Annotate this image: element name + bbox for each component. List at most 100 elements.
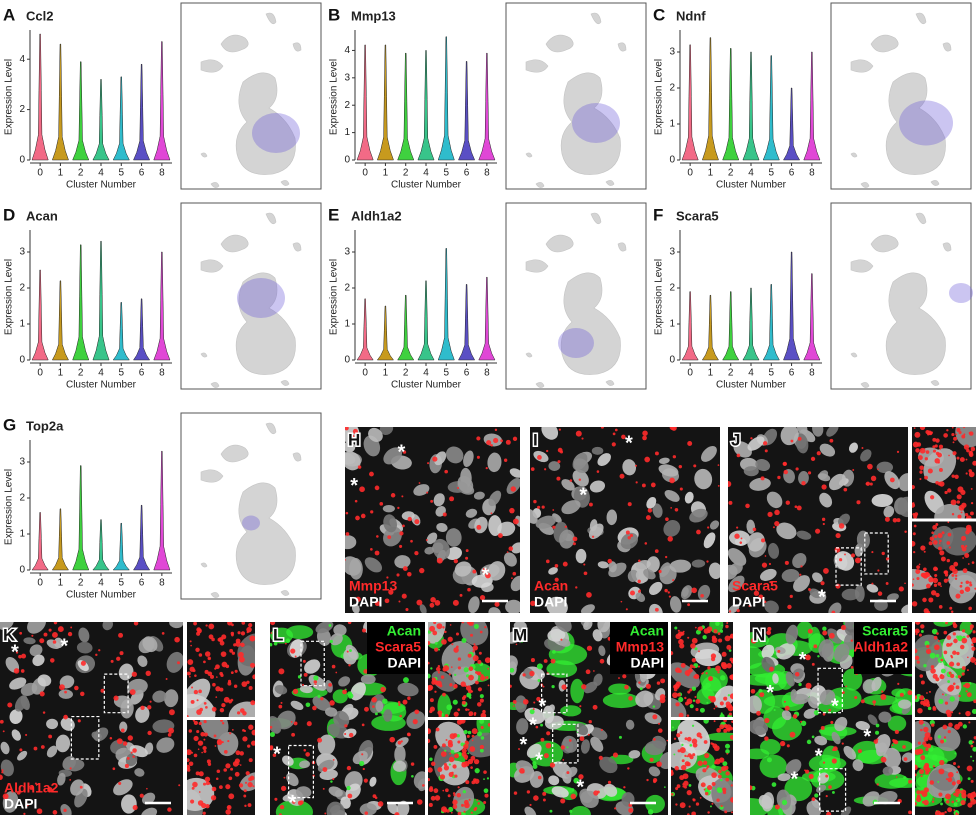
stain-speck — [947, 777, 953, 783]
channel-label: Mmp13 — [349, 578, 397, 594]
stain-speck — [736, 453, 741, 458]
stain-speck — [190, 799, 195, 804]
stain-speck — [569, 479, 573, 482]
stain-speck — [485, 676, 489, 680]
nucleus — [669, 559, 692, 573]
stain-speck — [789, 731, 796, 738]
channel-label: Aldh1a2 — [4, 780, 59, 796]
stain-speck — [925, 767, 931, 773]
stain-speck — [625, 608, 628, 611]
stain-speck — [865, 482, 868, 485]
stain-speck — [678, 639, 684, 645]
stain-speck — [571, 788, 575, 791]
stain-speck — [670, 506, 673, 509]
stain-speck — [475, 680, 479, 685]
stain-speck — [374, 600, 381, 607]
stain-speck — [194, 674, 197, 677]
y-tick-label: 3 — [19, 247, 25, 258]
stain-speck — [345, 427, 349, 431]
nucleus — [580, 739, 590, 754]
nucleus — [424, 546, 435, 555]
stain-speck — [820, 581, 825, 586]
stain-speck — [671, 769, 674, 773]
stain-speck — [433, 744, 438, 749]
image-area — [912, 521, 976, 613]
x-tick-label: 2 — [403, 168, 409, 179]
nucleus — [413, 771, 425, 789]
stain-speck — [728, 481, 732, 487]
stain-speck — [915, 655, 920, 661]
stain-speck — [758, 594, 764, 600]
stain-speck — [928, 690, 931, 693]
stain-speck — [441, 743, 446, 748]
nucleus — [834, 716, 848, 732]
nucleus — [677, 720, 711, 756]
stain-speck — [935, 653, 940, 658]
stain-speck — [774, 509, 780, 516]
stain-speck — [774, 521, 780, 527]
stain-speck — [931, 531, 934, 535]
stain-speck — [813, 710, 820, 716]
nucleus — [860, 449, 872, 462]
stain-speck — [963, 444, 970, 450]
nucleus — [91, 731, 102, 741]
stain-speck — [246, 631, 249, 634]
stain-speck — [190, 644, 192, 647]
stain-speck — [473, 758, 480, 765]
nucleus — [934, 503, 966, 519]
stain-speck — [950, 499, 957, 506]
stain-speck — [188, 675, 191, 678]
stain-speck — [477, 659, 482, 665]
channel-label: Acan — [387, 623, 421, 639]
stain-speck — [961, 672, 965, 676]
stain-speck — [956, 456, 960, 460]
stain-speck — [440, 751, 447, 757]
stain-speck — [463, 743, 469, 750]
stain-speck — [958, 694, 961, 698]
stain-speck — [270, 622, 276, 626]
nucleus — [646, 556, 660, 573]
stain-speck — [473, 624, 479, 630]
stain-speck — [213, 734, 217, 738]
stain-speck — [441, 806, 447, 813]
stain-speck — [418, 482, 421, 484]
stain-speck — [441, 638, 447, 645]
stain-speck — [924, 457, 928, 461]
stain-speck — [227, 740, 230, 743]
stain-speck — [903, 776, 907, 780]
stain-speck — [248, 758, 253, 763]
stain-speck — [230, 767, 234, 771]
violin — [356, 298, 374, 361]
nucleus — [27, 622, 46, 634]
x-axis-label: Cluster Number — [66, 590, 137, 601]
stain-speck — [946, 635, 952, 640]
stain-speck — [454, 673, 457, 677]
stain-speck — [935, 451, 940, 456]
stain-speck — [706, 701, 709, 704]
nucleus — [598, 645, 606, 657]
stain-speck — [331, 664, 336, 669]
y-tick-label: 2 — [19, 104, 25, 115]
stain-speck — [473, 807, 477, 812]
nucleus — [473, 491, 485, 500]
stain-speck — [442, 512, 447, 517]
stain-speck — [407, 732, 411, 737]
stain-speck — [225, 763, 231, 769]
nucleus — [436, 522, 448, 532]
stain-speck — [428, 777, 431, 782]
stain-speck — [715, 705, 718, 708]
stain-speck — [807, 628, 813, 634]
nucleus — [785, 624, 799, 645]
stain-speck — [964, 586, 971, 592]
stain-speck — [244, 781, 248, 784]
stain-speck — [924, 732, 931, 739]
nucleus — [625, 719, 635, 730]
stain-speck — [461, 803, 465, 807]
stain-speck — [189, 640, 192, 643]
stain-speck — [416, 799, 423, 805]
stain-speck — [219, 707, 225, 713]
stain-speck — [530, 467, 535, 471]
stain-speck — [678, 696, 684, 703]
stain-speck — [945, 800, 950, 804]
x-tick-label: 5 — [444, 168, 450, 179]
